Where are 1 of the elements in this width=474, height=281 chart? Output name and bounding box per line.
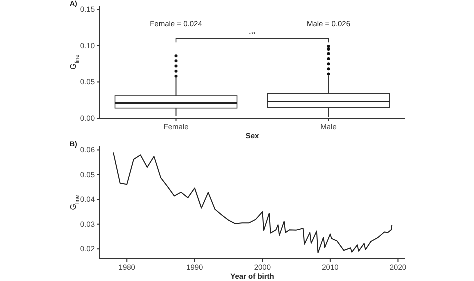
line-series	[113, 152, 393, 254]
